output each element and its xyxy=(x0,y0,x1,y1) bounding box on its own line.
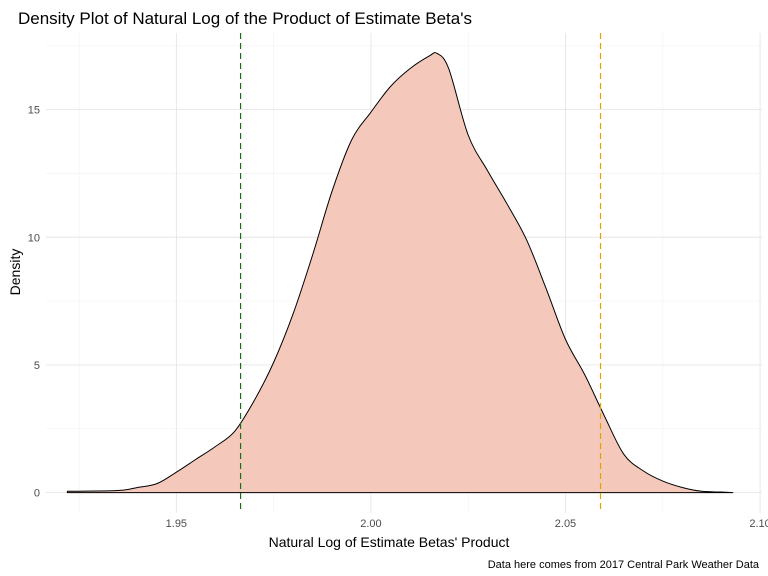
x-axis-ticks: 1.95 2.00 2.05 2.10 xyxy=(166,518,768,530)
y-axis-title: Density xyxy=(7,249,23,296)
x-axis-title: Natural Log of Estimate Betas' Product xyxy=(269,534,510,550)
y-tick-label: 10 xyxy=(28,232,40,244)
chart-caption: Data here comes from 2017 Central Park W… xyxy=(488,559,760,571)
y-tick-label: 15 xyxy=(28,105,40,117)
density-outline xyxy=(66,52,734,494)
density-area xyxy=(66,52,734,494)
x-tick-label: 2.10 xyxy=(749,518,768,530)
y-axis-ticks: 0 5 10 15 xyxy=(28,105,40,500)
y-tick-label: 0 xyxy=(34,488,40,500)
density-fill xyxy=(67,52,733,493)
y-tick-label: 5 xyxy=(34,360,40,372)
x-tick-label: 2.05 xyxy=(555,518,576,530)
reference-lines xyxy=(239,33,602,513)
chart-title: Density Plot of Natural Log of the Produ… xyxy=(18,9,472,28)
x-tick-label: 1.95 xyxy=(166,518,187,530)
x-tick-label: 2.00 xyxy=(360,518,381,530)
